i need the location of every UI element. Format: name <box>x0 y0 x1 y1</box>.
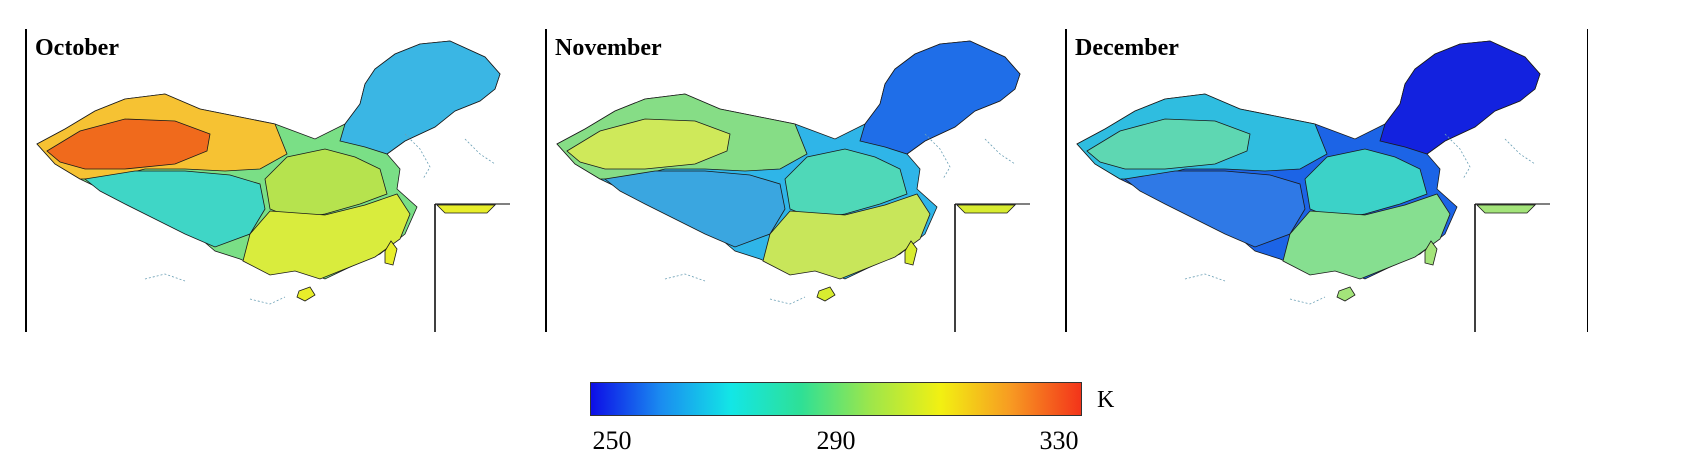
inset-box <box>954 203 1030 332</box>
colorbar-tick-label: 250 <box>592 426 632 455</box>
colorbar-tick-label: 290 <box>816 426 856 455</box>
panel-november: November <box>545 29 1068 332</box>
map-region-islands <box>1336 204 1536 302</box>
panel-frame <box>25 29 27 332</box>
panel-frame <box>1065 29 1067 332</box>
map-region-plateau <box>1124 170 1306 248</box>
panel-title: November <box>555 35 662 61</box>
map-region-islands <box>816 204 1016 302</box>
colorbar <box>590 382 1082 416</box>
map-region-northeast <box>1379 40 1541 155</box>
panel-title: December <box>1075 35 1179 61</box>
inset-box <box>1474 203 1550 332</box>
map-coastlines <box>664 133 1016 305</box>
map-coastlines <box>1184 133 1536 305</box>
panel-title: October <box>35 35 119 61</box>
map-region-tarim-basin <box>46 118 211 170</box>
panel-december: December <box>1065 29 1588 332</box>
colorbar-tick-label: 330 <box>1039 426 1079 455</box>
map-region-northeast <box>859 40 1021 155</box>
china-map <box>1076 40 1550 332</box>
map-region-tarim-basin <box>566 118 731 170</box>
map-region-plateau <box>84 170 266 248</box>
china-map <box>36 40 510 332</box>
map-coastlines <box>144 133 496 305</box>
inset-box <box>434 203 510 332</box>
panel-frame <box>1586 29 1588 332</box>
map-region-plateau <box>604 170 786 248</box>
map-region-tarim-basin <box>1086 118 1251 170</box>
panel-frame <box>545 29 547 332</box>
map-region-islands <box>296 204 496 302</box>
panel-october: October <box>25 29 548 332</box>
colorbar-unit: K <box>1097 387 1115 413</box>
china-map <box>556 40 1030 332</box>
map-region-northeast <box>339 40 501 155</box>
